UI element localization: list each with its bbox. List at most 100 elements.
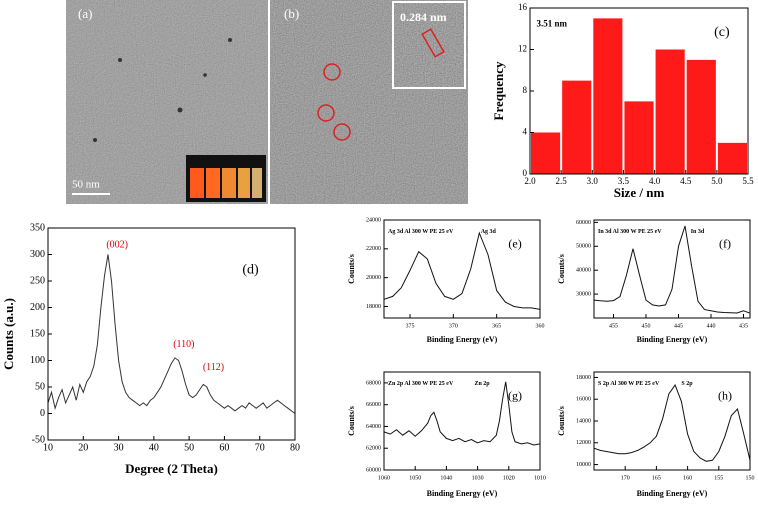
plot-frame xyxy=(383,219,541,319)
y-tick-label: 16 xyxy=(518,2,528,12)
bar xyxy=(655,49,685,174)
y-tick-label: 22000 xyxy=(366,246,381,252)
x-tick-label: 455 xyxy=(609,323,618,329)
y-axis-label: Counts/s xyxy=(557,406,566,436)
y-tick-label: 18000 xyxy=(366,304,381,310)
y-tick-label: 10000 xyxy=(576,462,591,468)
x-axis-label: Binding Energy (eV) xyxy=(427,335,498,344)
x-tick-label: 160 xyxy=(683,475,692,481)
panel-label: (g) xyxy=(508,388,522,402)
y-tick-label: 200 xyxy=(30,302,45,313)
y-tick-label: 14000 xyxy=(576,418,591,424)
y-tick-label: -50 xyxy=(32,434,45,445)
x-tick-label: 1010 xyxy=(534,475,546,481)
annotation: S 2p xyxy=(681,381,693,387)
y-tick-label: 64000 xyxy=(366,424,381,430)
x-tick-label: 60 xyxy=(219,442,229,453)
x-tick-label: 10 xyxy=(43,442,53,453)
y-tick-label: 12000 xyxy=(576,440,591,446)
y-tick-label: 60000 xyxy=(576,220,591,226)
chart-panel: 455 450 445 440 435 30000 40000 50000 60000 Bindi… xyxy=(557,219,751,344)
panel-label: (c) xyxy=(714,25,730,40)
bar xyxy=(562,80,592,174)
x-tick-label: 2.5 xyxy=(556,176,568,186)
panel-label: (h) xyxy=(718,388,732,402)
x-tick-label: 1060 xyxy=(378,475,390,481)
scale-bar-label: 50 nm xyxy=(72,179,100,191)
panel-label: (e) xyxy=(508,236,521,250)
y-tick-label: 150 xyxy=(30,328,45,339)
y-axis-label: Counts (a.u.) xyxy=(1,298,16,370)
x-axis-label: Binding Energy (eV) xyxy=(637,335,708,344)
spectrum-title: Zn 2p Al 300 W PE 25 eV xyxy=(388,381,454,387)
tem-image-a: (a) 50 nm xyxy=(66,0,268,204)
x-tick-label: 375 xyxy=(406,323,415,329)
y-tick-label: 30000 xyxy=(576,291,591,297)
y-tick-label: 66000 xyxy=(366,402,381,408)
plot-frame xyxy=(47,227,296,441)
y-tick-label: 62000 xyxy=(366,446,381,452)
data-line xyxy=(593,384,751,462)
panel-label: (b) xyxy=(284,6,299,21)
x-tick-label: 80 xyxy=(290,442,300,453)
x-tick-label: 1040 xyxy=(440,475,452,481)
y-tick-label: 0 xyxy=(40,408,45,419)
chart-panel: 170 165 160 155 150 10000 12000 14000 16000 18000… xyxy=(557,371,755,498)
annotation: (112) xyxy=(203,362,224,373)
x-tick-label: 4.5 xyxy=(680,176,692,186)
chart-panel: 2.0 2.5 3.0 3.5 4.0 4.5 5.0 5.5 0 4 8 12 16 Size / nm… xyxy=(491,2,754,200)
y-tick-label: 4 xyxy=(523,127,528,137)
bar xyxy=(531,132,561,174)
x-tick-label: 150 xyxy=(746,475,755,481)
x-tick-label: 2.0 xyxy=(524,176,536,186)
x-tick-label: 445 xyxy=(674,323,683,329)
data-line xyxy=(47,254,296,414)
y-tick-label: 16000 xyxy=(576,397,591,403)
chart-panel: 1060 1050 1040 1030 1020 1010 60000 62000 64000 6… xyxy=(347,371,546,498)
x-tick-label: 370 xyxy=(449,323,458,329)
spectrum-title: S 2p Al 300 W PE 25 eV xyxy=(598,381,660,387)
y-tick-label: 40000 xyxy=(576,268,591,274)
x-tick-label: 1020 xyxy=(503,475,515,481)
y-tick-label: 100 xyxy=(30,355,45,366)
x-tick-label: 40 xyxy=(149,442,159,453)
y-tick-label: 12 xyxy=(518,44,527,54)
y-tick-label: 60000 xyxy=(366,467,381,473)
y-tick-label: 24000 xyxy=(366,217,381,223)
bar xyxy=(717,142,747,174)
x-tick-label: 1050 xyxy=(409,475,421,481)
y-tick-label: 50000 xyxy=(576,244,591,250)
x-axis-label: Size / nm xyxy=(614,185,665,200)
panel-label: (d) xyxy=(242,263,259,278)
x-axis-label: Degree (2 Theta) xyxy=(125,461,218,476)
hrtem-image-b: 0.284 nm (b) xyxy=(270,0,468,204)
y-tick-label: 20000 xyxy=(366,275,381,281)
annotation: In 3d xyxy=(691,229,705,235)
y-tick-label: 250 xyxy=(30,275,45,286)
y-tick-label: 68000 xyxy=(366,380,381,386)
x-tick-label: 5.5 xyxy=(742,176,754,186)
y-axis-label: Counts/s xyxy=(347,406,356,436)
x-tick-label: 70 xyxy=(255,442,265,453)
x-tick-label: 155 xyxy=(714,475,723,481)
x-tick-label: 30 xyxy=(114,442,124,453)
annotation: Zn 2p xyxy=(474,381,490,387)
lattice-spacing: 0.284 nm xyxy=(400,10,447,24)
y-tick-label: 300 xyxy=(30,249,45,260)
x-tick-label: 1030 xyxy=(472,475,484,481)
x-axis-label: Binding Energy (eV) xyxy=(427,489,498,498)
plot-frame xyxy=(383,371,541,471)
x-tick-label: 165 xyxy=(652,475,661,481)
x-tick-label: 3.5 xyxy=(618,176,630,186)
y-tick-label: 18000 xyxy=(576,375,591,381)
spectrum-title: In 3d Al 300 W PE 25 eV xyxy=(598,229,662,235)
annotation: (002) xyxy=(106,239,128,250)
x-tick-label: 4.0 xyxy=(649,176,661,186)
annotation: 3.51 nm xyxy=(537,19,568,29)
x-tick-label: 3.0 xyxy=(587,176,599,186)
y-tick-label: 350 xyxy=(30,222,45,233)
y-axis-label: Frequency xyxy=(491,61,506,120)
plot-frame xyxy=(593,219,751,319)
x-tick-label: 435 xyxy=(739,323,748,329)
